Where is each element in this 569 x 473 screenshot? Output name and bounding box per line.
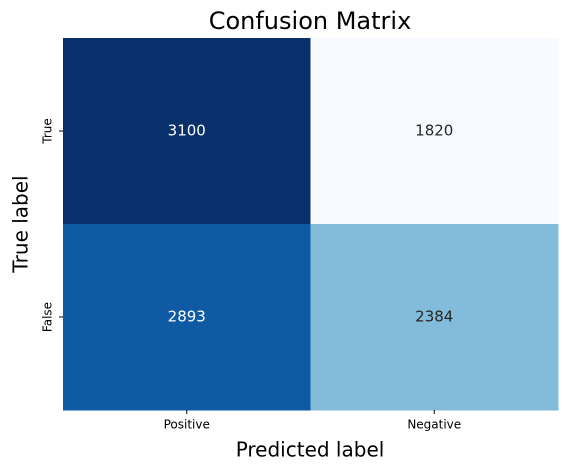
heatmap-cell <box>310 38 559 225</box>
cell-label: 1820 <box>415 122 453 140</box>
heatmap-cell <box>63 224 311 411</box>
cell-label: 2384 <box>415 308 453 326</box>
heatmap-cell <box>310 224 559 411</box>
y-tick-label: False <box>41 302 55 332</box>
cell-label: 2893 <box>168 308 206 326</box>
chart-title: Confusion Matrix <box>209 7 412 35</box>
heatmap-cell <box>63 38 311 225</box>
y-tick-label: True <box>41 118 55 145</box>
x-tick-label: Negative <box>407 418 461 432</box>
x-axis-label: Predicted label <box>236 438 385 462</box>
cell-label: 3100 <box>168 122 206 140</box>
x-tick-label: Positive <box>164 418 210 432</box>
y-axis-label: True label <box>9 175 33 273</box>
